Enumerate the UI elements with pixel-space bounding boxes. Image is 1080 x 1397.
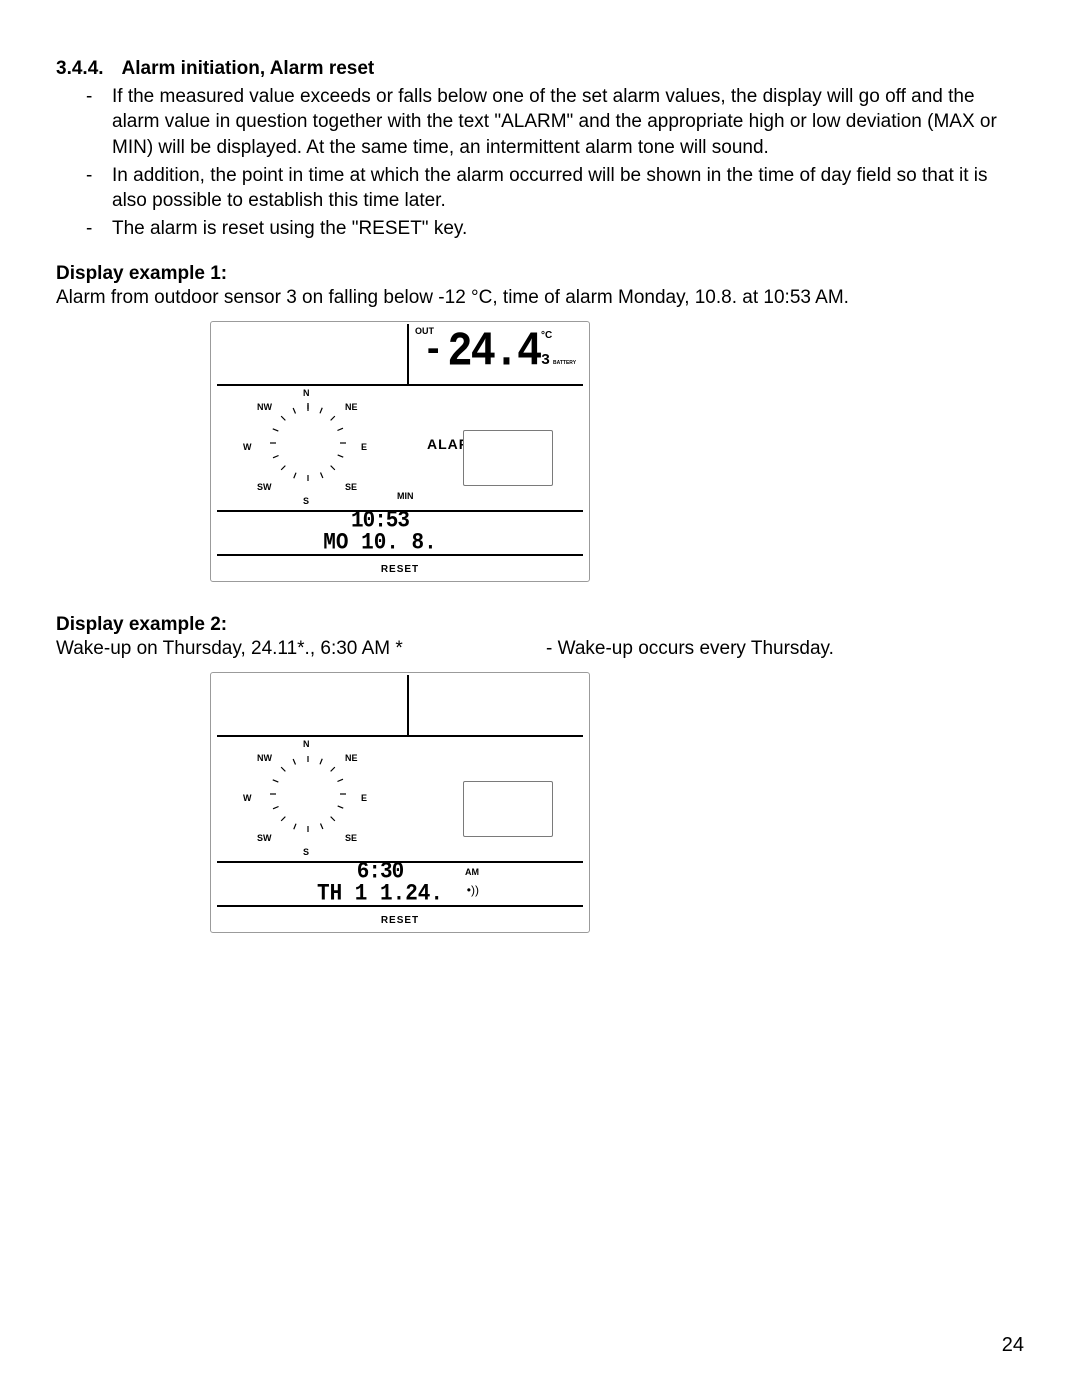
lcd-vertical-divider bbox=[407, 324, 409, 384]
time-line1: 6:30 bbox=[317, 861, 443, 883]
lcd-vertical-divider bbox=[407, 675, 409, 735]
compass-n: N bbox=[303, 388, 310, 398]
compass-s: S bbox=[303, 496, 309, 506]
bell-icon: •)) bbox=[467, 883, 479, 897]
compass-w: W bbox=[243, 793, 252, 803]
lcd-row-time: 6:30 TH 1 1.24. AM •)) bbox=[217, 863, 583, 907]
time-readout: 6:30 TH 1 1.24. bbox=[317, 861, 443, 906]
temp-sign: - bbox=[423, 330, 441, 374]
compass-ticks-icon bbox=[267, 402, 349, 484]
bullet-list: If the measured value exceeds or falls b… bbox=[56, 84, 1024, 242]
compass-w: W bbox=[243, 442, 252, 452]
page: 3.4.4. Alarm initiation, Alarm reset If t… bbox=[0, 0, 1080, 1397]
example2-caption-right: - Wake-up occurs every Thursday. bbox=[546, 636, 834, 662]
time-line1: 10:53 bbox=[323, 511, 436, 533]
sensor-number: 3 bbox=[541, 352, 550, 369]
example2-caption-left: Wake-up on Thursday, 24.11*., 6:30 AM * bbox=[56, 636, 486, 662]
lcd-row-middle: N NE E SE S SW W NW bbox=[217, 737, 583, 863]
compass-s: S bbox=[303, 847, 309, 857]
battery-label: BATTERY bbox=[553, 360, 576, 366]
lcd-row-top: OUT -24.4 °C 3 BATTERY bbox=[217, 324, 583, 386]
lcd-row-time: 10:53 MO 10. 8. bbox=[217, 512, 583, 556]
lcd-row-middle: N NE E SE S SW W NW bbox=[217, 386, 583, 512]
section-number: 3.4.4. bbox=[56, 56, 104, 82]
compass-ticks-icon bbox=[267, 753, 349, 835]
lcd-row-top bbox=[217, 675, 583, 737]
lcd-blank-box bbox=[463, 430, 553, 486]
page-number: 24 bbox=[1002, 1334, 1024, 1357]
lcd-display-example1: OUT -24.4 °C 3 BATTERY N NE E SE S SW W … bbox=[210, 321, 590, 582]
example2-caption-row: Wake-up on Thursday, 24.11*., 6:30 AM * … bbox=[56, 636, 1024, 662]
section-title: Alarm initiation, Alarm reset bbox=[122, 58, 375, 79]
compass-e: E bbox=[361, 442, 367, 452]
temp-unit: °C bbox=[541, 330, 552, 341]
time-readout: 10:53 MO 10. 8. bbox=[323, 511, 436, 556]
min-label: MIN bbox=[397, 491, 414, 501]
am-label: AM bbox=[465, 867, 479, 877]
compass-n: N bbox=[303, 739, 310, 749]
lcd-display-example2: N NE E SE S SW W NW bbox=[210, 672, 590, 933]
temp-readout: -24.4 bbox=[423, 325, 540, 380]
time-line2: MO 10. 8. bbox=[323, 533, 436, 555]
list-item: If the measured value exceeds or falls b… bbox=[86, 84, 1024, 161]
example1-heading: Display example 1: bbox=[56, 263, 1024, 285]
compass-rose: N NE E SE S SW W NW bbox=[241, 390, 371, 508]
example2-heading: Display example 2: bbox=[56, 614, 1024, 636]
lcd-blank-box bbox=[463, 781, 553, 837]
compass-rose: N NE E SE S SW W NW bbox=[241, 741, 371, 859]
example1-caption: Alarm from outdoor sensor 3 on falling b… bbox=[56, 285, 1024, 311]
list-item: The alarm is reset using the "RESET" key… bbox=[86, 216, 1024, 242]
section-heading: 3.4.4. Alarm initiation, Alarm reset bbox=[56, 56, 1024, 82]
temp-value: 24.4 bbox=[447, 325, 540, 380]
list-item: In addition, the point in time at which … bbox=[86, 163, 1024, 214]
reset-label: RESET bbox=[211, 907, 589, 926]
time-line2: TH 1 1.24. bbox=[317, 884, 443, 906]
compass-e: E bbox=[361, 793, 367, 803]
reset-label: RESET bbox=[211, 556, 589, 575]
